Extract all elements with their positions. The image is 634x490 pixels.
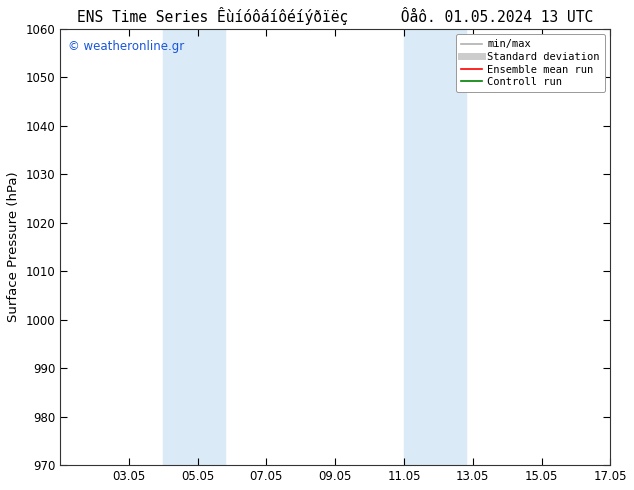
Bar (404, 29, 466, 465)
Legend: min/max, Standard deviation, Ensemble mean run, Controll run: min/max, Standard deviation, Ensemble me… (456, 34, 605, 92)
Title: ENS Time Series Êùíóôáíôéíýðïëç      Ôåô. 01.05.2024 13 UTC: ENS Time Series Êùíóôáíôéíýðïëç Ôåô. 01.… (77, 7, 593, 25)
Bar (164, 29, 225, 465)
Text: © weatheronline.gr: © weatheronline.gr (68, 40, 184, 53)
Y-axis label: Surface Pressure (hPa): Surface Pressure (hPa) (7, 172, 20, 322)
